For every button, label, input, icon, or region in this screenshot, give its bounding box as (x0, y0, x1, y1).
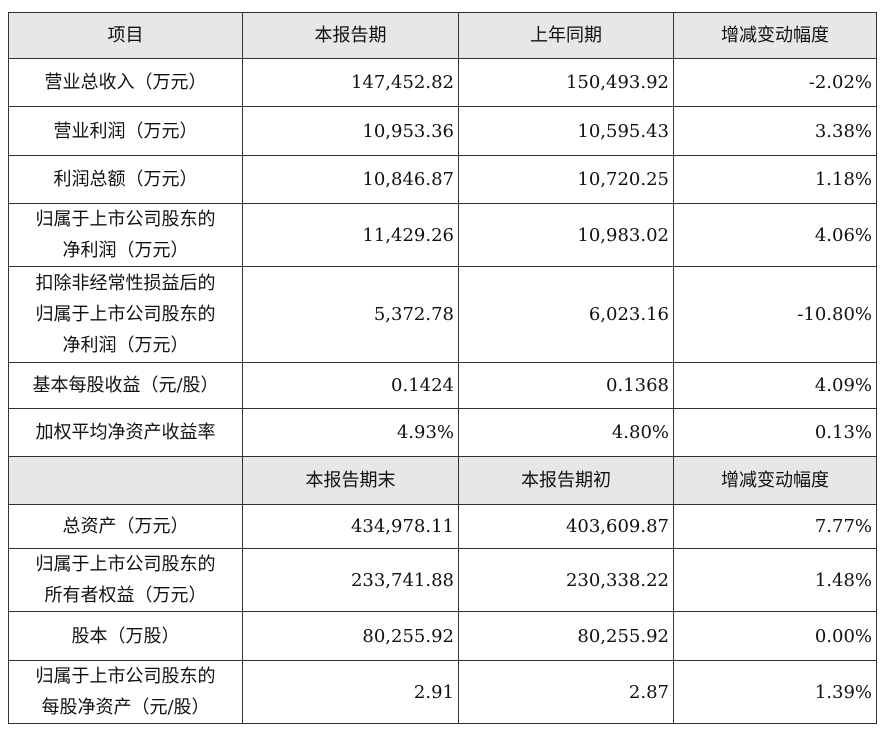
row-label: 营业利润（万元） (8, 106, 243, 156)
value-cell: 7.77% (673, 504, 877, 549)
data-row: 扣除非经常性损益后的 归属于上市公司股东的 净利润（万元） 5,372.78 6,023… (8, 266, 877, 363)
label-line: 营业利润（万元） (53, 120, 198, 142)
value-cell: 150,493.92 (458, 58, 674, 107)
value-cell: 10,595.43 (458, 106, 674, 156)
label-line: 股本（万股） (71, 625, 180, 647)
table-wrap: 项目 本报告期 上年同期 增减变动幅度 营业总收入（万元） 147,452.82 150,4… (8, 12, 877, 724)
row-label: 营业总收入（万元） (8, 58, 243, 107)
value-cell: 80,255.92 (242, 611, 459, 661)
row-label: 利润总额（万元） (8, 155, 243, 204)
value-cell: 147,452.82 (242, 58, 459, 107)
data-row: 股本（万股） 80,255.92 80,255.92 0.00% (8, 611, 877, 661)
label-line: 净利润（万元） (62, 335, 189, 356)
label-line: 净利润（万元） (62, 240, 189, 261)
header-cell: 本报告期 (242, 12, 459, 59)
table-body: 项目 本报告期 上年同期 增减变动幅度 营业总收入（万元） 147,452.82 150,4… (8, 12, 877, 724)
data-row: 归属于上市公司股东的 每股净资产（元/股） 2.91 2.87 1.39% (8, 660, 877, 724)
header-row: 项目 本报告期 上年同期 增减变动幅度 (8, 12, 877, 59)
value-cell: 0.00% (673, 611, 877, 661)
header-cell (8, 456, 243, 505)
value-cell: 1.48% (673, 548, 877, 612)
value-cell: 233,741.88 (242, 548, 459, 612)
label-line: 总资产（万元） (62, 516, 189, 537)
data-row: 利润总额（万元） 10,846.87 10,720.25 1.18% (8, 155, 877, 204)
label-line: 营业总收入（万元） (44, 72, 207, 93)
financial-table: 项目 本报告期 上年同期 增减变动幅度 营业总收入（万元） 147,452.82 150,4… (8, 12, 877, 724)
value-cell: 4.80% (458, 408, 674, 457)
header-cell: 上年同期 (458, 12, 674, 59)
value-cell: 4.06% (673, 203, 877, 267)
data-row: 加权平均净资产收益率 4.93% 4.80% 0.13% (8, 408, 877, 457)
value-cell: 80,255.92 (458, 611, 674, 661)
header-cell: 本报告期末 (242, 456, 459, 505)
value-cell: 11,429.26 (242, 203, 459, 267)
value-cell: 3.38% (673, 106, 877, 156)
label-line: 归属于上市公司股东的 (35, 209, 216, 230)
row-label: 归属于上市公司股东的 每股净资产（元/股） (8, 660, 243, 724)
value-cell: 4.93% (242, 408, 459, 457)
data-row: 总资产（万元） 434,978.11 403,609.87 7.77% (8, 504, 877, 549)
value-cell: 434,978.11 (242, 504, 459, 549)
value-cell: -10.80% (673, 266, 877, 363)
row-label: 归属于上市公司股东的 所有者权益（万元） (8, 548, 243, 612)
value-cell: 0.1424 (242, 362, 459, 409)
value-cell: 1.18% (673, 155, 877, 204)
value-cell: 2.91 (242, 660, 459, 724)
label-line: 加权平均净资产收益率 (35, 422, 216, 443)
label-line: 所有者权益（万元） (44, 585, 207, 606)
value-cell: 0.1368 (458, 362, 674, 409)
row-label: 总资产（万元） (8, 504, 243, 549)
label-line: 归属于上市公司股东的 (35, 554, 216, 575)
label-line: 利润总额（万元） (53, 169, 198, 190)
value-cell: 230,338.22 (458, 548, 674, 612)
value-cell: 5,372.78 (242, 266, 459, 363)
value-cell: 1.39% (673, 660, 877, 724)
header-cell: 本报告期初 (458, 456, 674, 505)
header-cell: 增减变动幅度 (673, 456, 877, 505)
value-cell: 4.09% (673, 362, 877, 409)
header-cell: 项目 (8, 12, 243, 59)
value-cell: 10,983.02 (458, 203, 674, 267)
data-row: 归属于上市公司股东的 所有者权益（万元） 233,741.88 230,338.22 1… (8, 548, 877, 612)
header-cell: 增减变动幅度 (673, 12, 877, 59)
value-cell: 2.87 (458, 660, 674, 724)
row-label: 加权平均净资产收益率 (8, 408, 243, 457)
value-cell: 0.13% (673, 408, 877, 457)
value-cell: 10,846.87 (242, 155, 459, 204)
row-label: 归属于上市公司股东的 净利润（万元） (8, 203, 243, 267)
label-line: 归属于上市公司股东的 (35, 304, 216, 325)
header-row: 本报告期末 本报告期初 增减变动幅度 (8, 456, 877, 505)
data-row: 归属于上市公司股东的 净利润（万元） 11,429.26 10,983.02 4.06% (8, 203, 877, 267)
row-label: 扣除非经常性损益后的 归属于上市公司股东的 净利润（万元） (8, 266, 243, 363)
label-line: 扣除非经常性损益后的 (35, 273, 216, 294)
value-cell: 403,609.87 (458, 504, 674, 549)
value-cell: 10,953.36 (242, 106, 459, 156)
data-row: 营业总收入（万元） 147,452.82 150,493.92 -2.02% (8, 58, 877, 107)
value-cell: -2.02% (673, 58, 877, 107)
value-cell: 6,023.16 (458, 266, 674, 363)
data-row: 基本每股收益（元/股） 0.1424 0.1368 4.09% (8, 362, 877, 409)
label-line: 每股净资产（元/股） (41, 697, 210, 718)
row-label: 基本每股收益（元/股） (8, 362, 243, 409)
label-line: 基本每股收益（元/股） (32, 375, 219, 396)
data-row: 营业利润（万元） 10,953.36 10,595.43 3.38% (8, 106, 877, 156)
row-label: 股本（万股） (8, 611, 243, 661)
label-line: 归属于上市公司股东的 (35, 666, 216, 687)
value-cell: 10,720.25 (458, 155, 674, 204)
